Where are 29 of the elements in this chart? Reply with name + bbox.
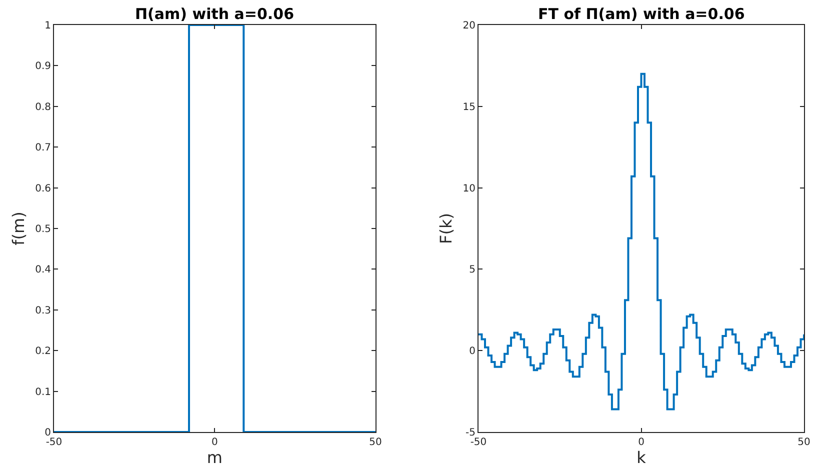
y-tick-label: 0.8: [35, 102, 51, 113]
x-tick-label: 0: [212, 437, 218, 448]
y-tick-label: 0.4: [35, 264, 51, 276]
y-tick-label: 0.5: [35, 224, 51, 235]
y-tick-label: 0.2: [35, 346, 51, 358]
x-tick-label: 50: [369, 437, 382, 448]
y-tick-label: 0: [469, 346, 476, 358]
y-tick-label: 15: [462, 102, 476, 113]
x-axis-title: k: [636, 448, 647, 467]
y-tick-label: 0.7: [35, 142, 51, 154]
chart-title: Π(am) with a=0.06: [135, 5, 294, 23]
y-tick-label: 0.1: [35, 386, 51, 398]
y-tick-label: 10: [462, 183, 476, 194]
y-axis-title: F(k): [436, 213, 456, 244]
y-tick-label: 20: [462, 20, 476, 32]
y-tick-label: 0.6: [35, 183, 51, 194]
y-tick-label: 5: [469, 264, 476, 276]
x-tick-label: -50: [470, 437, 487, 448]
x-axis-title: m: [206, 448, 223, 467]
x-tick-label: 0: [638, 437, 644, 448]
y-tick-label: 0: [44, 428, 51, 438]
chart-title: FT of Π(am) with a=0.06: [538, 5, 745, 23]
y-tick-label: -5: [466, 428, 476, 438]
y-tick-label: 1: [44, 20, 51, 32]
x-tick-label: -50: [46, 437, 62, 448]
y-tick-label: 0.3: [35, 305, 51, 316]
y-tick-label: 0.9: [35, 61, 51, 72]
x-tick-label: 50: [798, 437, 810, 448]
y-axis-title: f(m): [8, 212, 28, 246]
